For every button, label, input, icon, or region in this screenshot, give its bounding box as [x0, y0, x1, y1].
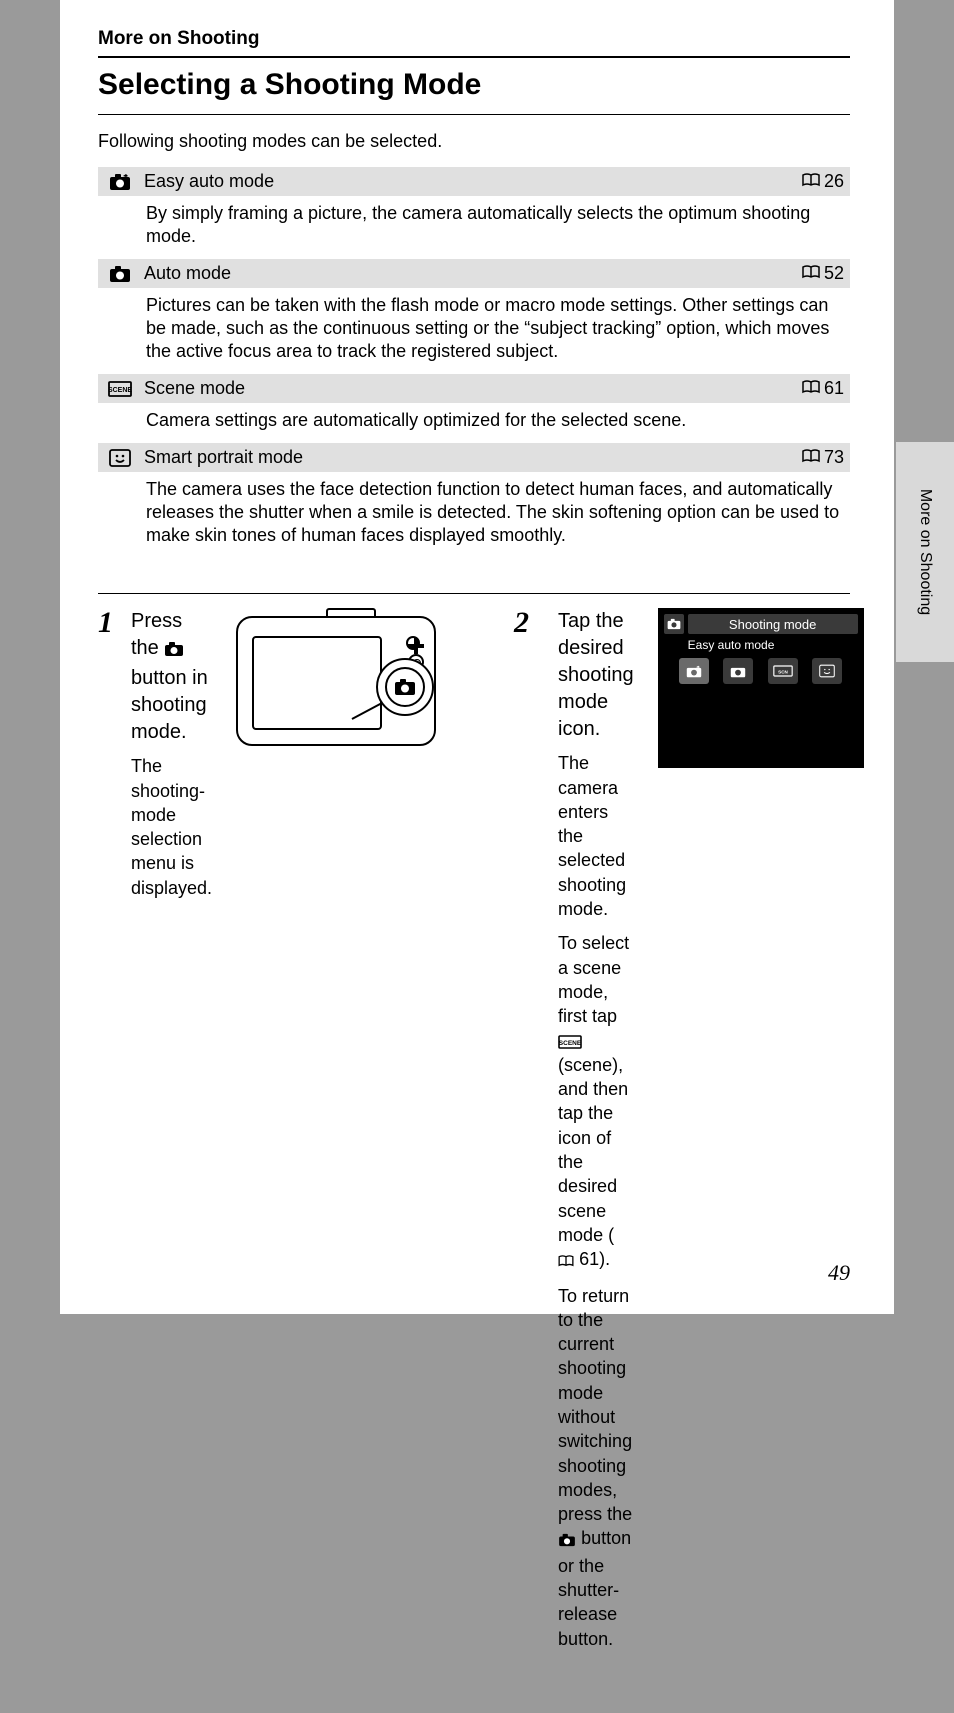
rule-heavy — [98, 56, 850, 58]
lcd-easy-auto-icon — [679, 658, 709, 684]
scene-icon: SCENE — [102, 381, 138, 397]
auto-icon — [102, 265, 138, 283]
book-icon — [558, 1249, 574, 1273]
step-text: To select a scene mode, first tap SCENE … — [558, 931, 634, 1283]
mode-page-num: 26 — [824, 171, 844, 192]
lcd-home-icon — [664, 614, 684, 634]
mode-page-num: 73 — [824, 447, 844, 468]
mode-page-ref: 52 — [802, 263, 844, 284]
mode-page-num: 52 — [824, 263, 844, 284]
section-thumb-tab: More on Shooting — [896, 442, 954, 662]
scene-icon: SCENE — [558, 1035, 582, 1049]
mode-name: Auto mode — [138, 263, 802, 284]
mode-row-header: Easy auto mode 26 — [98, 166, 850, 196]
mode-page-ref: 73 — [802, 447, 844, 468]
mode-desc: Camera settings are automatically optimi… — [98, 403, 850, 442]
lcd-mode-icons: SCN — [672, 658, 850, 684]
lcd-screenshot: Shooting mode Easy auto mode SCN — [658, 608, 864, 768]
mode-name: Easy auto mode — [138, 171, 802, 192]
lcd-auto-icon — [723, 658, 753, 684]
book-icon — [802, 447, 820, 468]
camera-icon — [164, 638, 184, 665]
mode-name: Scene mode — [138, 378, 802, 399]
camera-button-callout — [376, 658, 434, 716]
step-title: Tap the desired shooting mode icon. — [558, 608, 634, 751]
intro-text: Following shooting modes can be selected… — [98, 115, 850, 166]
svg-text:SCENE: SCENE — [108, 387, 132, 394]
mode-desc: The camera uses the face detection funct… — [98, 472, 850, 557]
camera-icon — [558, 1529, 576, 1553]
mode-row-header: SCENE Scene mode 61 — [98, 373, 850, 403]
step-1: 1 Press the button in shooting mode. The… — [98, 608, 850, 1713]
lcd-title: Shooting mode — [688, 614, 858, 634]
step-number: 1 — [98, 608, 113, 1687]
lcd-smile-icon — [812, 658, 842, 684]
book-icon — [802, 263, 820, 284]
mode-desc: By simply framing a picture, the camera … — [98, 196, 850, 258]
mode-page-ref: 26 — [802, 171, 844, 192]
smart-portrait-icon — [102, 449, 138, 467]
page-title: Selecting a Shooting Mode — [98, 62, 850, 114]
mode-page-num: 61 — [824, 378, 844, 399]
lcd-scene-icon: SCN — [768, 658, 798, 684]
mode-desc: Pictures can be taken with the flash mod… — [98, 288, 850, 373]
easy-auto-icon — [102, 173, 138, 191]
breadcrumb: More on Shooting — [98, 28, 850, 56]
page-number: 49 — [828, 1260, 850, 1286]
step-number: 2 — [514, 608, 540, 1661]
lcd-subtitle: Easy auto mode — [688, 638, 775, 652]
camera-illustration — [236, 608, 496, 758]
step-text: To return to the current shooting mode w… — [558, 1284, 634, 1661]
book-icon — [802, 171, 820, 192]
page: More on Shooting Selecting a Shooting Mo… — [60, 0, 894, 1314]
book-icon — [802, 378, 820, 399]
modes-table: Easy auto mode 26 By simply framing a pi… — [98, 166, 850, 557]
mode-page-ref: 61 — [802, 378, 844, 399]
step-text: The camera enters the selected shooting … — [558, 751, 634, 931]
mode-row-header: Smart portrait mode 73 — [98, 442, 850, 472]
step-2: 2 Tap the desired shooting mode icon. Th… — [514, 608, 864, 1687]
svg-text:SCENE: SCENE — [559, 1040, 582, 1047]
mode-name: Smart portrait mode — [138, 447, 802, 468]
section-thumb-label: More on Shooting — [916, 489, 934, 615]
svg-text:SCN: SCN — [778, 670, 788, 675]
step-text: The shooting-mode selection menu is disp… — [131, 754, 212, 910]
step-title: Press the button in shooting mode. — [131, 608, 212, 754]
mode-row-header: Auto mode 52 — [98, 258, 850, 288]
